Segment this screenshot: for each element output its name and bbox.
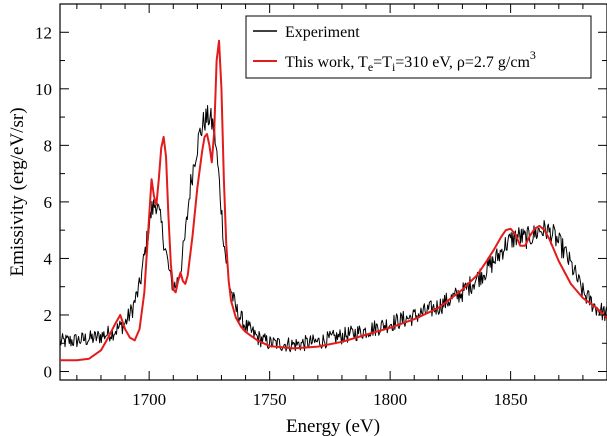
legend-label-experiment: Experiment: [285, 24, 360, 41]
y-tick-label: 12: [35, 23, 52, 42]
y-tick-label: 0: [44, 363, 53, 382]
x-tick-label: 1800: [373, 390, 407, 409]
series-layer: [60, 39, 607, 362]
ticks-layer: 1700 1750 1800 1850 0 2 4 6 8 10 12: [35, 3, 607, 409]
x-axis-title: Energy (eV): [286, 416, 380, 436]
y-tick-label: 8: [44, 136, 53, 155]
y-tick-label: 6: [44, 193, 53, 212]
series-this-work-line: [60, 39, 607, 362]
legend-label-this-work: This work, Te=Ti=310 eV, ρ=2.7 g/cm3: [285, 48, 536, 74]
y-tick-label: 10: [35, 80, 52, 99]
legend-box: [245, 15, 592, 79]
series-experiment-line: [60, 104, 607, 353]
y-tick-label: 2: [44, 306, 53, 325]
x-tick-label: 1750: [253, 390, 287, 409]
y-axis-title: Emissivity (erg/eV/sr): [7, 107, 28, 276]
x-tick-label: 1850: [494, 390, 528, 409]
legend: Experiment This work, Te=Ti=310 eV, ρ=2.…: [245, 15, 592, 79]
y-tick-label: 4: [44, 249, 53, 268]
x-tick-label: 1700: [132, 390, 166, 409]
